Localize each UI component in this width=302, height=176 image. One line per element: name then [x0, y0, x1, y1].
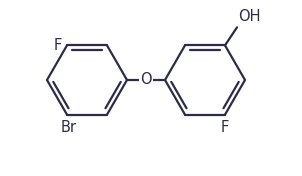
Text: O: O — [140, 73, 152, 87]
Text: OH: OH — [238, 9, 261, 24]
Text: Br: Br — [61, 120, 77, 135]
Text: F: F — [54, 38, 62, 53]
Text: F: F — [221, 120, 229, 135]
